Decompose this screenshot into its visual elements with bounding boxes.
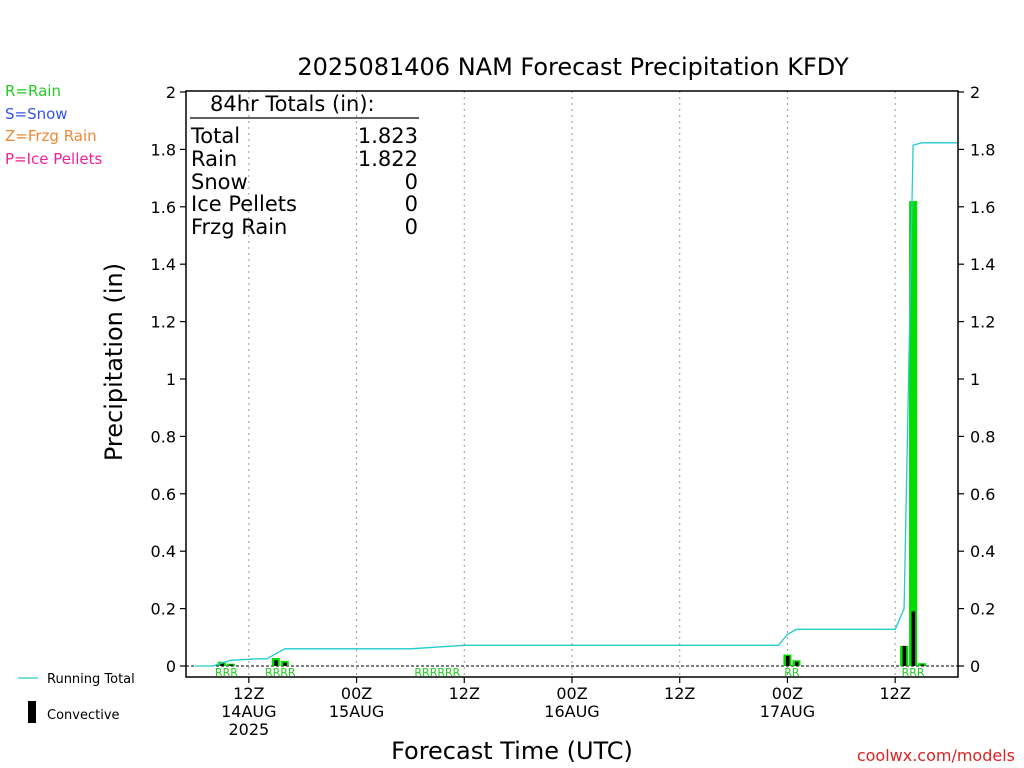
y-tick-label-right: 0.6 <box>970 485 995 504</box>
x-tick-label: 12Z <box>879 684 910 703</box>
y-tick-label-right: 1.8 <box>970 140 995 159</box>
legend-snow: S=Snow <box>5 105 68 123</box>
precip-type-markers: RRR RRRR RRRRRR RR RRR <box>215 666 925 679</box>
running-total-line <box>195 142 958 667</box>
grid-lines <box>186 91 958 677</box>
totals-value-total: 1.823 <box>358 124 418 148</box>
rain-bar <box>909 201 918 666</box>
bars <box>217 201 927 666</box>
y-tick-label-right: 1.6 <box>970 198 995 217</box>
x-tick-label: 00Z <box>772 684 803 703</box>
totals-label-freezing-rain: Frzg Rain <box>191 215 287 239</box>
y-tick-label-left: 1 <box>166 370 176 389</box>
legend-freezing-rain: Z=Frzg Rain <box>5 127 97 145</box>
y-tick-label-left: 2 <box>166 83 176 102</box>
precip-type-marker: RRR <box>902 666 925 679</box>
totals-value-ice-pellets: 0 <box>405 192 418 216</box>
precip-type-marker: RRRR <box>265 666 296 679</box>
y-tick-label-right: 1.4 <box>970 255 995 274</box>
y-tick-label-right: 2 <box>970 83 980 102</box>
x-tick-label: 17AUG <box>760 702 815 721</box>
convective-bar <box>274 660 278 666</box>
totals-value-snow: 0 <box>405 170 418 194</box>
y-tick-label-right: 0.4 <box>970 542 995 561</box>
totals-value-freezing-rain: 0 <box>405 215 418 239</box>
convective-bar <box>229 664 233 666</box>
y-tick-label-left: 1.6 <box>151 198 176 217</box>
precip-type-marker: RRRRRR <box>414 666 460 679</box>
legend-rain: R=Rain <box>5 82 61 100</box>
series-legend: Running Total Convective <box>18 672 135 723</box>
precip-type-legend: R=Rain S=Snow Z=Frzg Rain P=Ice Pellets <box>5 82 102 168</box>
y-tick-label-right: 0.8 <box>970 427 995 446</box>
convective-bar <box>902 645 907 666</box>
y-tick-label-left: 1.4 <box>151 255 176 274</box>
totals-label-ice-pellets: Ice Pellets <box>191 192 297 216</box>
convective-bar <box>785 655 790 666</box>
y-tick-label-left: 0.4 <box>151 542 176 561</box>
convective-bar <box>920 664 925 666</box>
convective-legend-label: Convective <box>47 708 120 723</box>
precip-type-marker: RRR <box>215 666 238 679</box>
x-tick-label: 16AUG <box>544 702 599 721</box>
totals-heading: 84hr Totals (in): <box>210 92 375 116</box>
totals-label-snow: Snow <box>191 170 248 194</box>
watermark: coolwx.com/models <box>857 746 1015 765</box>
y-axis-label: Precipitation (in) <box>100 263 128 461</box>
y-tick-label-left: 0 <box>166 657 176 676</box>
y-tick-label-left: 0.8 <box>151 427 176 446</box>
y-tick-label-left: 0.2 <box>151 600 176 619</box>
chart-title: 2025081406 NAM Forecast Precipitation KF… <box>297 53 849 81</box>
x-tick-label: 15AUG <box>329 702 384 721</box>
totals-box: 84hr Totals (in): Total 1.823 Rain 1.822… <box>190 92 419 239</box>
axes: 0 00.2 0.20.4 0.40.6 0.60.8 0.81 11.2 1.21.4 1.4… <box>151 83 996 739</box>
convective-swatch <box>28 701 36 723</box>
precip-type-marker: RR <box>784 666 800 679</box>
x-tick-label: 00Z <box>341 684 372 703</box>
running-total <box>195 142 958 667</box>
totals-label-rain: Rain <box>191 147 237 171</box>
totals-label-total: Total <box>190 124 240 148</box>
y-tick-label-left: 1.2 <box>151 313 176 332</box>
y-tick-label-left: 1.8 <box>151 140 176 159</box>
x-tick-label: 12Z <box>449 684 480 703</box>
y-tick-label-left: 0.6 <box>151 485 176 504</box>
x-tick-label: 2025 <box>228 720 269 739</box>
x-tick-label: 14AUG <box>221 702 276 721</box>
x-tick-label: 12Z <box>233 684 264 703</box>
legend-ice-pellets: P=Ice Pellets <box>5 150 102 168</box>
y-tick-label-right: 0.2 <box>970 600 995 619</box>
convective-bar <box>794 661 799 666</box>
y-tick-label-right: 1.2 <box>970 313 995 332</box>
totals-value-rain: 1.822 <box>358 147 418 171</box>
x-tick-label: 12Z <box>664 684 695 703</box>
convective-bar <box>911 611 916 666</box>
convective-bar <box>283 662 287 666</box>
x-axis-label: Forecast Time (UTC) <box>391 737 633 765</box>
running-total-legend-label: Running Total <box>47 672 135 687</box>
x-tick-label: 00Z <box>556 684 587 703</box>
convective-bar <box>220 663 224 666</box>
y-tick-label-right: 1 <box>970 370 980 389</box>
y-tick-label-right: 0 <box>970 657 980 676</box>
